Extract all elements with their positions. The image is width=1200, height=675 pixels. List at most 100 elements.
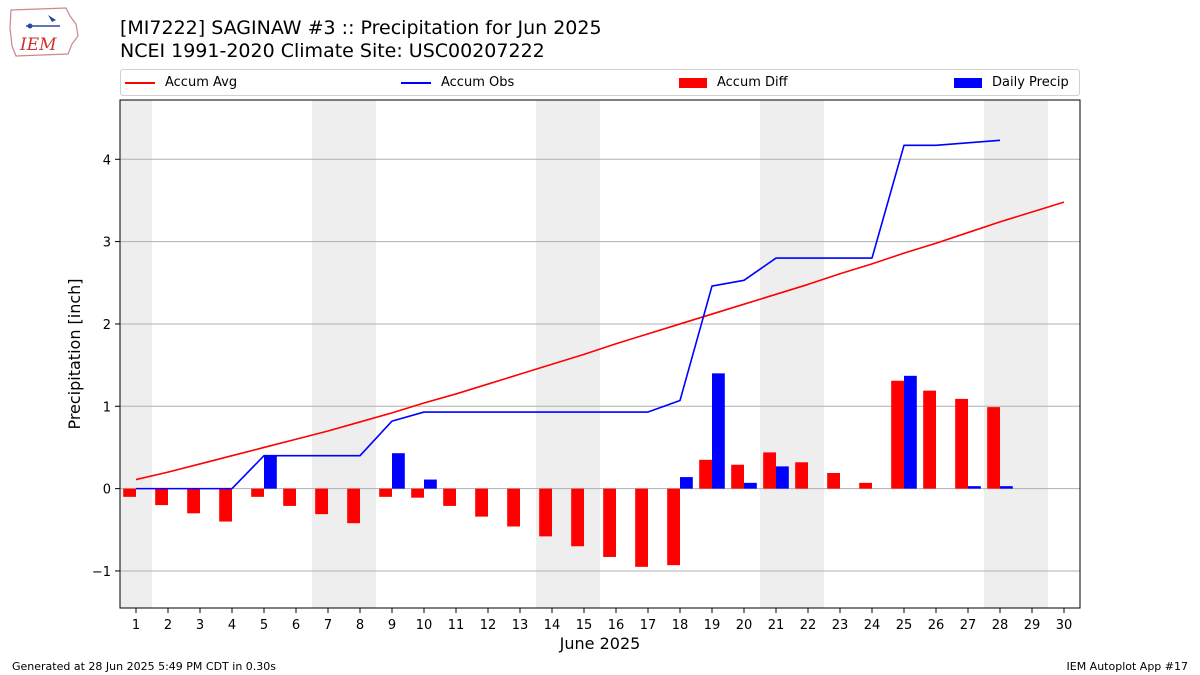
- y-tick-label: 0: [103, 483, 111, 498]
- iowa-state-outline-icon: [9, 7, 79, 57]
- daily-precip-bar: [776, 466, 789, 489]
- accum-diff-bar: [283, 488, 296, 506]
- legend-item-daily-precip: Daily Precip: [954, 70, 1069, 95]
- legend-label: Daily Precip: [992, 75, 1069, 90]
- accum-diff-bar: [731, 464, 744, 489]
- accum-diff-bar: [155, 488, 168, 506]
- legend-item-accum-diff: Accum Diff: [679, 70, 788, 95]
- x-tick-label: 26: [928, 618, 945, 633]
- x-tick-label: 19: [704, 618, 721, 633]
- accum-diff-bars: [123, 380, 1000, 567]
- daily-precip-bar: [744, 482, 757, 489]
- x-tick-label: 23: [832, 618, 849, 633]
- accum-diff-bar: [507, 488, 520, 527]
- x-tick-label: 3: [196, 618, 204, 633]
- accum-diff-bar: [411, 488, 424, 498]
- accum-obs-line: [136, 139, 1001, 490]
- legend-label: Accum Diff: [717, 75, 788, 90]
- accum-diff-bar: [219, 488, 232, 522]
- x-tick-label: 9: [388, 618, 396, 633]
- x-tick-label: 25: [896, 618, 913, 633]
- y-axis-label: Precipitation [inch]: [65, 278, 84, 429]
- accum-diff-bar: [571, 488, 584, 547]
- y-tick-label: 4: [103, 153, 111, 168]
- x-tick-label: 22: [800, 618, 817, 633]
- x-tick-label: 11: [448, 618, 465, 633]
- y-tick-label: 3: [103, 236, 111, 251]
- x-tick-label: 28: [992, 618, 1009, 633]
- x-tick-label: 10: [416, 618, 433, 633]
- daily-precip-bar: [904, 375, 917, 489]
- weekend-shade-band: [1016, 100, 1048, 608]
- accum-diff-bar: [123, 488, 136, 497]
- weekend-shade-band: [760, 100, 792, 608]
- weekend-shade-band: [312, 100, 344, 608]
- x-tick-label: 20: [736, 618, 753, 633]
- accum-diff-bar: [603, 488, 616, 557]
- accum-diff-bar: [667, 488, 680, 566]
- y-tick-label: 2: [103, 318, 111, 333]
- x-tick-label: 16: [608, 618, 625, 633]
- accum-diff-bar: [635, 488, 648, 567]
- accum-diff-bar: [475, 488, 488, 517]
- x-tick-label: 8: [356, 618, 364, 633]
- legend-label: Accum Avg: [165, 75, 238, 90]
- x-tick-label: 29: [1024, 618, 1041, 633]
- plot-frame: [119, 99, 1081, 609]
- generated-note: Generated at 28 Jun 2025 5:49 PM CDT in …: [12, 660, 277, 673]
- daily-precip-bar: [392, 453, 405, 489]
- daily-precip-bar: [424, 479, 437, 489]
- accum-diff-bar: [443, 488, 456, 506]
- x-tick-label: 14: [544, 618, 561, 633]
- daily-precip-bar: [712, 373, 725, 489]
- accum-diff-bar: [539, 488, 552, 537]
- weekend-shade-band: [344, 100, 376, 608]
- daily-precip-bar: [264, 455, 277, 489]
- x-axis-label: June 2025: [559, 634, 641, 653]
- daily-precip-bar: [968, 486, 981, 489]
- logo-text: IEM: [19, 35, 57, 55]
- accum-diff-bar: [251, 488, 264, 497]
- y-tick-label: 1: [103, 400, 111, 415]
- legend-item-accum-obs: Accum Obs: [401, 70, 514, 95]
- daily-precip-bar: [680, 477, 693, 489]
- x-tick-label: 2: [164, 618, 172, 633]
- chart-title: [MI7222] SAGINAW #3 :: Precipitation for…: [120, 17, 602, 39]
- legend-item-accum-avg: Accum Avg: [125, 70, 237, 95]
- x-tick-label: 18: [672, 618, 689, 633]
- accum-diff-bar: [827, 472, 840, 489]
- accum-diff-bar: [987, 407, 1000, 489]
- daily-precip-bars: [264, 373, 1013, 489]
- accum-diff-bar: [187, 488, 200, 514]
- legend-swatch: [954, 77, 982, 88]
- x-tick-label: 13: [512, 618, 529, 633]
- weekend-shading: [120, 100, 1048, 608]
- x-tick-label: 12: [480, 618, 497, 633]
- x-tick-label: 6: [292, 618, 300, 633]
- gridlines: [120, 158, 1080, 572]
- app-note: IEM Autoplot App #17: [1066, 660, 1189, 673]
- weekend-shade-band: [984, 100, 1016, 608]
- weekend-shade-band: [792, 100, 824, 608]
- legend-swatch: [125, 81, 155, 84]
- daily-precip-bar: [1000, 486, 1013, 489]
- accum-diff-bar: [347, 488, 360, 524]
- accum-diff-bar: [923, 390, 936, 489]
- accum-diff-bar: [891, 380, 904, 489]
- x-tick-label: 17: [640, 618, 657, 633]
- chart-subtitle: NCEI 1991-2020 Climate Site: USC00207222: [120, 40, 545, 62]
- accum-diff-bar: [955, 398, 968, 489]
- legend: Accum Avg Accum Obs Accum Diff Daily Pre…: [120, 69, 1080, 96]
- accum-lines: [135, 139, 1065, 490]
- accum-diff-bar: [795, 462, 808, 489]
- x-tick-label: 15: [576, 618, 593, 633]
- legend-swatch: [679, 77, 707, 88]
- legend-swatch: [401, 81, 431, 84]
- x-tick-label: 24: [864, 618, 881, 633]
- accum-diff-bar: [315, 488, 328, 515]
- accum-avg-line: [135, 201, 1065, 481]
- accum-diff-bar: [859, 482, 872, 489]
- weekend-shade-band: [120, 100, 152, 608]
- y-tick-label: −1: [92, 565, 111, 580]
